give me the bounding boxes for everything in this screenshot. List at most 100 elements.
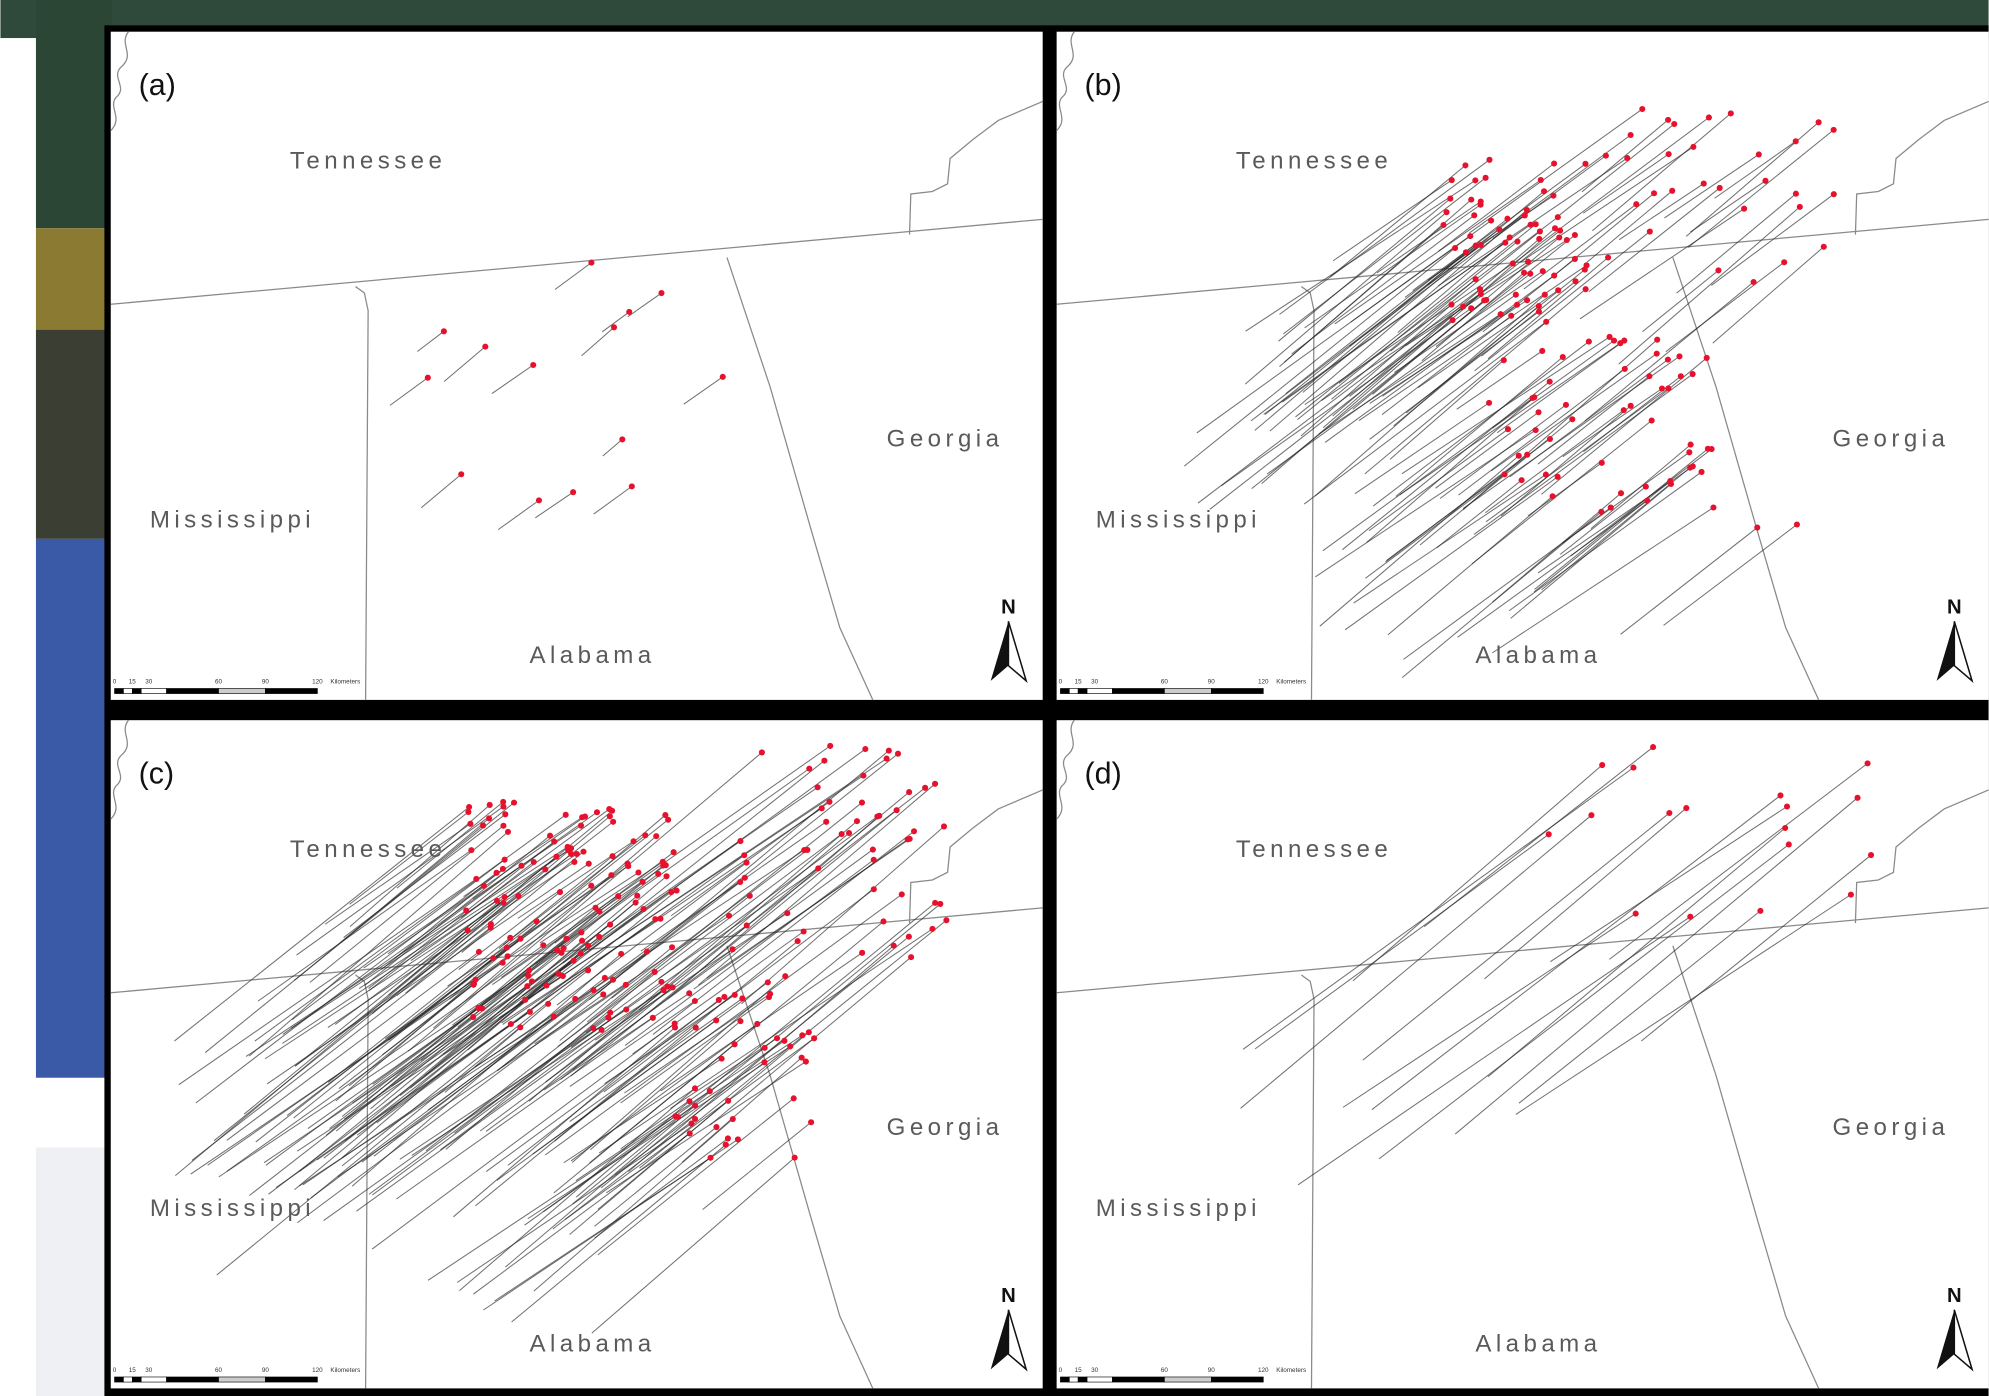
track-start: [669, 984, 676, 991]
track-start: [499, 865, 506, 872]
track-line: [1338, 216, 1559, 384]
track-start: [1486, 156, 1493, 163]
track-start: [1757, 907, 1764, 914]
track-start: [805, 1029, 812, 1036]
track-start: [515, 892, 522, 900]
track-line: [337, 984, 627, 1178]
track-line: [1484, 807, 1687, 980]
track-line: [535, 491, 574, 519]
track-start: [662, 812, 669, 819]
track-start: [463, 907, 470, 914]
track-line: [544, 992, 690, 1091]
track-start: [761, 1044, 768, 1051]
track-start: [585, 942, 592, 949]
track-start: [922, 784, 929, 791]
track-start: [746, 892, 753, 899]
track-start: [737, 1018, 744, 1025]
track-line: [299, 980, 533, 1172]
track-start: [502, 811, 509, 818]
track-start: [1648, 417, 1655, 424]
scale-bar: [1077, 688, 1088, 694]
track-start: [1624, 155, 1631, 162]
track-start: [1741, 205, 1748, 212]
track-line: [1263, 224, 1531, 415]
light-panel: [35, 1147, 113, 1396]
tracks: [1183, 108, 1835, 678]
track-line: [389, 377, 429, 406]
track-line: [1458, 368, 1626, 496]
track-line: [638, 832, 850, 1011]
track-line: [1581, 119, 1669, 193]
track-line: [1500, 405, 1632, 517]
scale-label: 120: [1258, 1367, 1269, 1374]
track-line: [1592, 113, 1732, 232]
track-start: [609, 853, 616, 860]
track-line: [494, 1157, 711, 1302]
state-border: [908, 100, 1043, 235]
scale-bar: [1164, 1376, 1212, 1383]
track-line: [1559, 486, 1647, 555]
track-line: [1710, 193, 1835, 286]
state-label: Georgia: [887, 425, 1004, 452]
track-start: [1542, 471, 1549, 478]
track-line: [324, 823, 471, 925]
track-start: [1513, 301, 1521, 308]
track-line: [624, 993, 771, 1094]
track-start: [1447, 195, 1454, 202]
track-start: [622, 981, 629, 988]
track-start: [526, 967, 533, 974]
track-start: [1671, 120, 1678, 128]
track-line: [291, 859, 505, 1021]
track-line: [1269, 209, 1528, 432]
track-line: [1358, 264, 1587, 421]
track-start: [458, 471, 465, 478]
scale-label: 60: [215, 678, 223, 685]
track-line: [570, 809, 897, 1077]
track-start: [1482, 174, 1489, 181]
track-start: [615, 893, 622, 900]
panel-background: [110, 720, 1043, 1389]
track-start: [530, 361, 537, 369]
track-start: [686, 1098, 693, 1105]
track-start: [550, 1013, 557, 1020]
track-start: [503, 944, 510, 951]
track-line: [1353, 474, 1547, 604]
scale-bar: [1060, 688, 1070, 694]
track-start: [1443, 209, 1450, 216]
scale-label: 90: [262, 678, 270, 685]
track-start: [870, 886, 877, 893]
track-start: [598, 1026, 605, 1033]
track-start: [653, 833, 660, 840]
track-start: [791, 1154, 798, 1161]
track-line: [1321, 261, 1529, 402]
track-line: [1364, 473, 1505, 579]
scale-bar: [123, 1376, 133, 1383]
north-label: N: [1001, 1285, 1016, 1307]
track-start: [1755, 151, 1762, 158]
track-start: [639, 878, 646, 885]
scale-label: 0: [1059, 1367, 1063, 1374]
state-label: Tennessee: [1236, 836, 1392, 863]
track-start: [585, 967, 592, 974]
track-start: [668, 889, 675, 896]
track-start: [1654, 336, 1661, 343]
track-start: [1669, 187, 1676, 194]
track-start: [1525, 258, 1532, 265]
track-start: [1462, 162, 1469, 169]
track-start: [580, 848, 587, 855]
track-line: [1562, 388, 1663, 458]
track-line: [1266, 294, 1517, 475]
map-panel: (d) Tennessee Georgia Mississippi Alabama N 0 1…: [1056, 719, 1989, 1389]
track-start: [1727, 110, 1734, 117]
track-line: [454, 1012, 611, 1134]
panel-label: (a): [139, 68, 176, 102]
track-start: [660, 862, 667, 869]
track-start: [827, 742, 834, 749]
track-line: [1362, 812, 1670, 1061]
track-start: [1504, 215, 1511, 222]
track-line: [410, 849, 569, 961]
track-start: [1477, 291, 1484, 298]
track-start: [1543, 318, 1550, 325]
state-border: [908, 789, 1043, 924]
track-start: [1472, 276, 1479, 283]
